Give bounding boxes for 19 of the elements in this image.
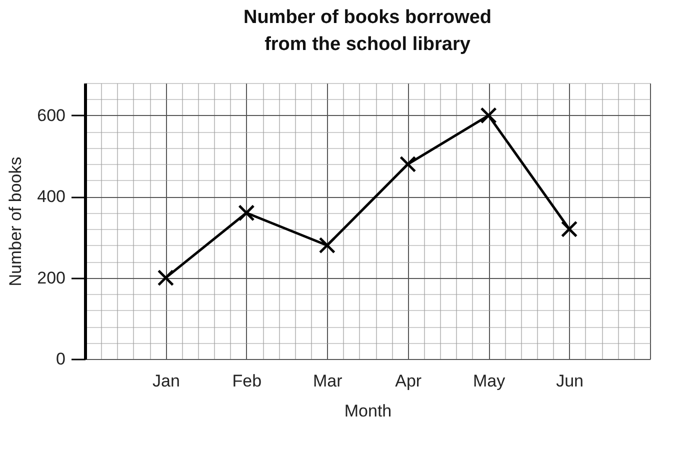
point	[157, 270, 174, 286]
point	[318, 237, 336, 254]
point	[400, 156, 416, 172]
point	[238, 204, 255, 222]
x-tick-label: Apr	[395, 372, 422, 390]
chart-title: Number of books borrowed from the school library	[243, 7, 492, 55]
y-tick-label: 200	[37, 268, 66, 288]
x-tick-label: Feb	[232, 372, 262, 390]
x-tick-label: Mar	[313, 372, 343, 390]
x-tick-label: Jun	[556, 372, 584, 390]
x-axis-title: Month	[344, 402, 392, 420]
y-tick-label: 0	[56, 350, 66, 368]
x-tick-label: May	[473, 372, 506, 390]
point	[480, 107, 497, 124]
y-tick-label: 600	[37, 106, 66, 125]
y-tick-label: 400	[37, 187, 66, 206]
y-axis-title: Number of books	[6, 156, 26, 286]
x-tick-label: Jan	[152, 372, 180, 390]
point	[560, 220, 578, 238]
